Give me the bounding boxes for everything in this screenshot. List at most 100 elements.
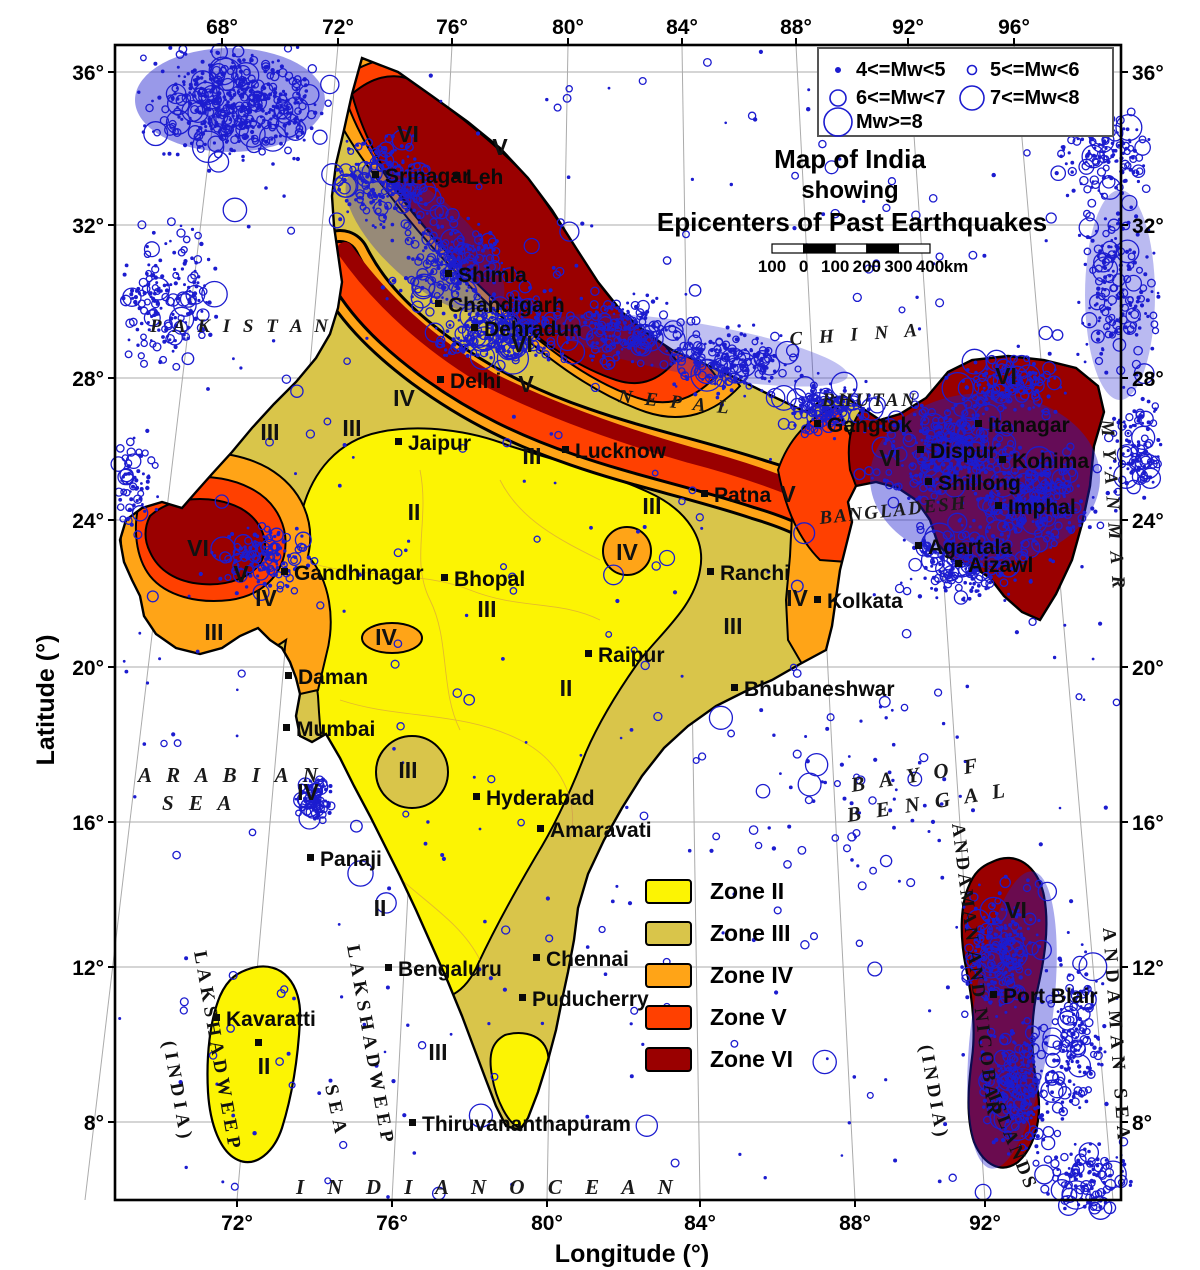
epicenter (1000, 399, 1003, 402)
epicenter (1038, 842, 1043, 847)
epicenter (147, 328, 151, 332)
epicenter (1024, 1042, 1029, 1047)
epicenter (193, 254, 203, 264)
epicenter (1114, 329, 1119, 334)
epicenter (172, 271, 180, 279)
epicenter (1007, 979, 1011, 983)
epicenter (1031, 520, 1035, 524)
epicenter (825, 1057, 829, 1061)
epicenter (266, 72, 274, 80)
epicenter (1058, 958, 1063, 962)
epicenter (1095, 295, 1099, 299)
epicenter (466, 216, 471, 221)
epicenter (529, 319, 533, 323)
epicenter (260, 82, 274, 96)
epicenter (517, 296, 522, 301)
epicenter (268, 108, 273, 112)
epicenter (1034, 1144, 1039, 1149)
epicenter (468, 316, 473, 321)
epicenter (788, 785, 793, 790)
epicenter (456, 286, 461, 291)
epicenter (218, 576, 223, 581)
epicenter (1032, 406, 1035, 409)
epicenter (252, 96, 260, 104)
epicenter (295, 87, 299, 91)
epicenter (172, 250, 177, 255)
epicenter (590, 358, 594, 362)
epicenter (1141, 421, 1145, 425)
epicenter (407, 539, 411, 543)
epicenter (294, 128, 304, 137)
epicenter (938, 425, 943, 430)
epicenter (1013, 527, 1018, 531)
epicenter (187, 594, 191, 598)
epicenter (1088, 1142, 1093, 1146)
epicenter (1018, 522, 1022, 526)
epicenter (457, 319, 461, 322)
epicenter (368, 193, 372, 197)
epicenter (224, 98, 227, 101)
epicenter (207, 120, 212, 125)
epicenter (1003, 926, 1008, 931)
epicenter (700, 526, 704, 530)
epicenter (441, 296, 444, 299)
epicenter (285, 111, 290, 116)
epicenter (475, 353, 480, 358)
epicenter (752, 323, 756, 327)
epicenter (1111, 269, 1115, 273)
epicenter (991, 917, 996, 922)
epicenter (129, 497, 134, 502)
epicenter (467, 285, 471, 289)
epicenter (388, 160, 392, 164)
epicenter (426, 253, 437, 263)
epicenter (1045, 1102, 1049, 1106)
epicenter (973, 360, 978, 365)
epicenter (1089, 1163, 1094, 1168)
epicenter (194, 231, 202, 240)
epicenter (495, 271, 500, 276)
epicenter (152, 342, 162, 352)
epicenter (540, 332, 544, 336)
epicenter (1028, 481, 1033, 485)
epicenter (1124, 481, 1130, 486)
epicenter (429, 204, 444, 219)
epicenter (470, 330, 487, 346)
epicenter (445, 297, 449, 301)
epicenter (246, 137, 262, 154)
epicenter (505, 353, 510, 358)
epicenter (1071, 1012, 1076, 1017)
epicenter (1076, 484, 1080, 488)
zone4-central-ellipse (361, 622, 423, 654)
epicenter (964, 567, 968, 571)
epicenter (198, 126, 203, 131)
epicenter (486, 318, 512, 344)
epicenter (195, 649, 200, 654)
epicenter (147, 263, 151, 267)
epicenter (1115, 211, 1121, 216)
epicenter (127, 338, 131, 342)
epicenter (1004, 1010, 1008, 1014)
epicenter (298, 83, 320, 106)
epicenter (534, 353, 538, 357)
epicenter (198, 145, 201, 148)
epicenter (546, 357, 551, 362)
epicenter (986, 935, 990, 939)
epicenter (1077, 1016, 1082, 1022)
epicenter (771, 846, 777, 851)
epicenter (546, 340, 556, 350)
epicenter (243, 105, 253, 115)
epicenter (987, 586, 990, 590)
epicenter (186, 312, 190, 316)
epicenter (916, 481, 921, 485)
epicenter (1101, 287, 1104, 291)
epicenter (673, 361, 676, 365)
epicenter (1066, 931, 1070, 934)
epicenter (198, 287, 208, 296)
epicenter (234, 591, 239, 596)
epicenter (197, 298, 201, 303)
epicenter (951, 432, 955, 436)
epicenter (394, 197, 411, 214)
epicenter (196, 281, 200, 285)
epicenter (457, 325, 467, 334)
epicenter (159, 289, 163, 293)
